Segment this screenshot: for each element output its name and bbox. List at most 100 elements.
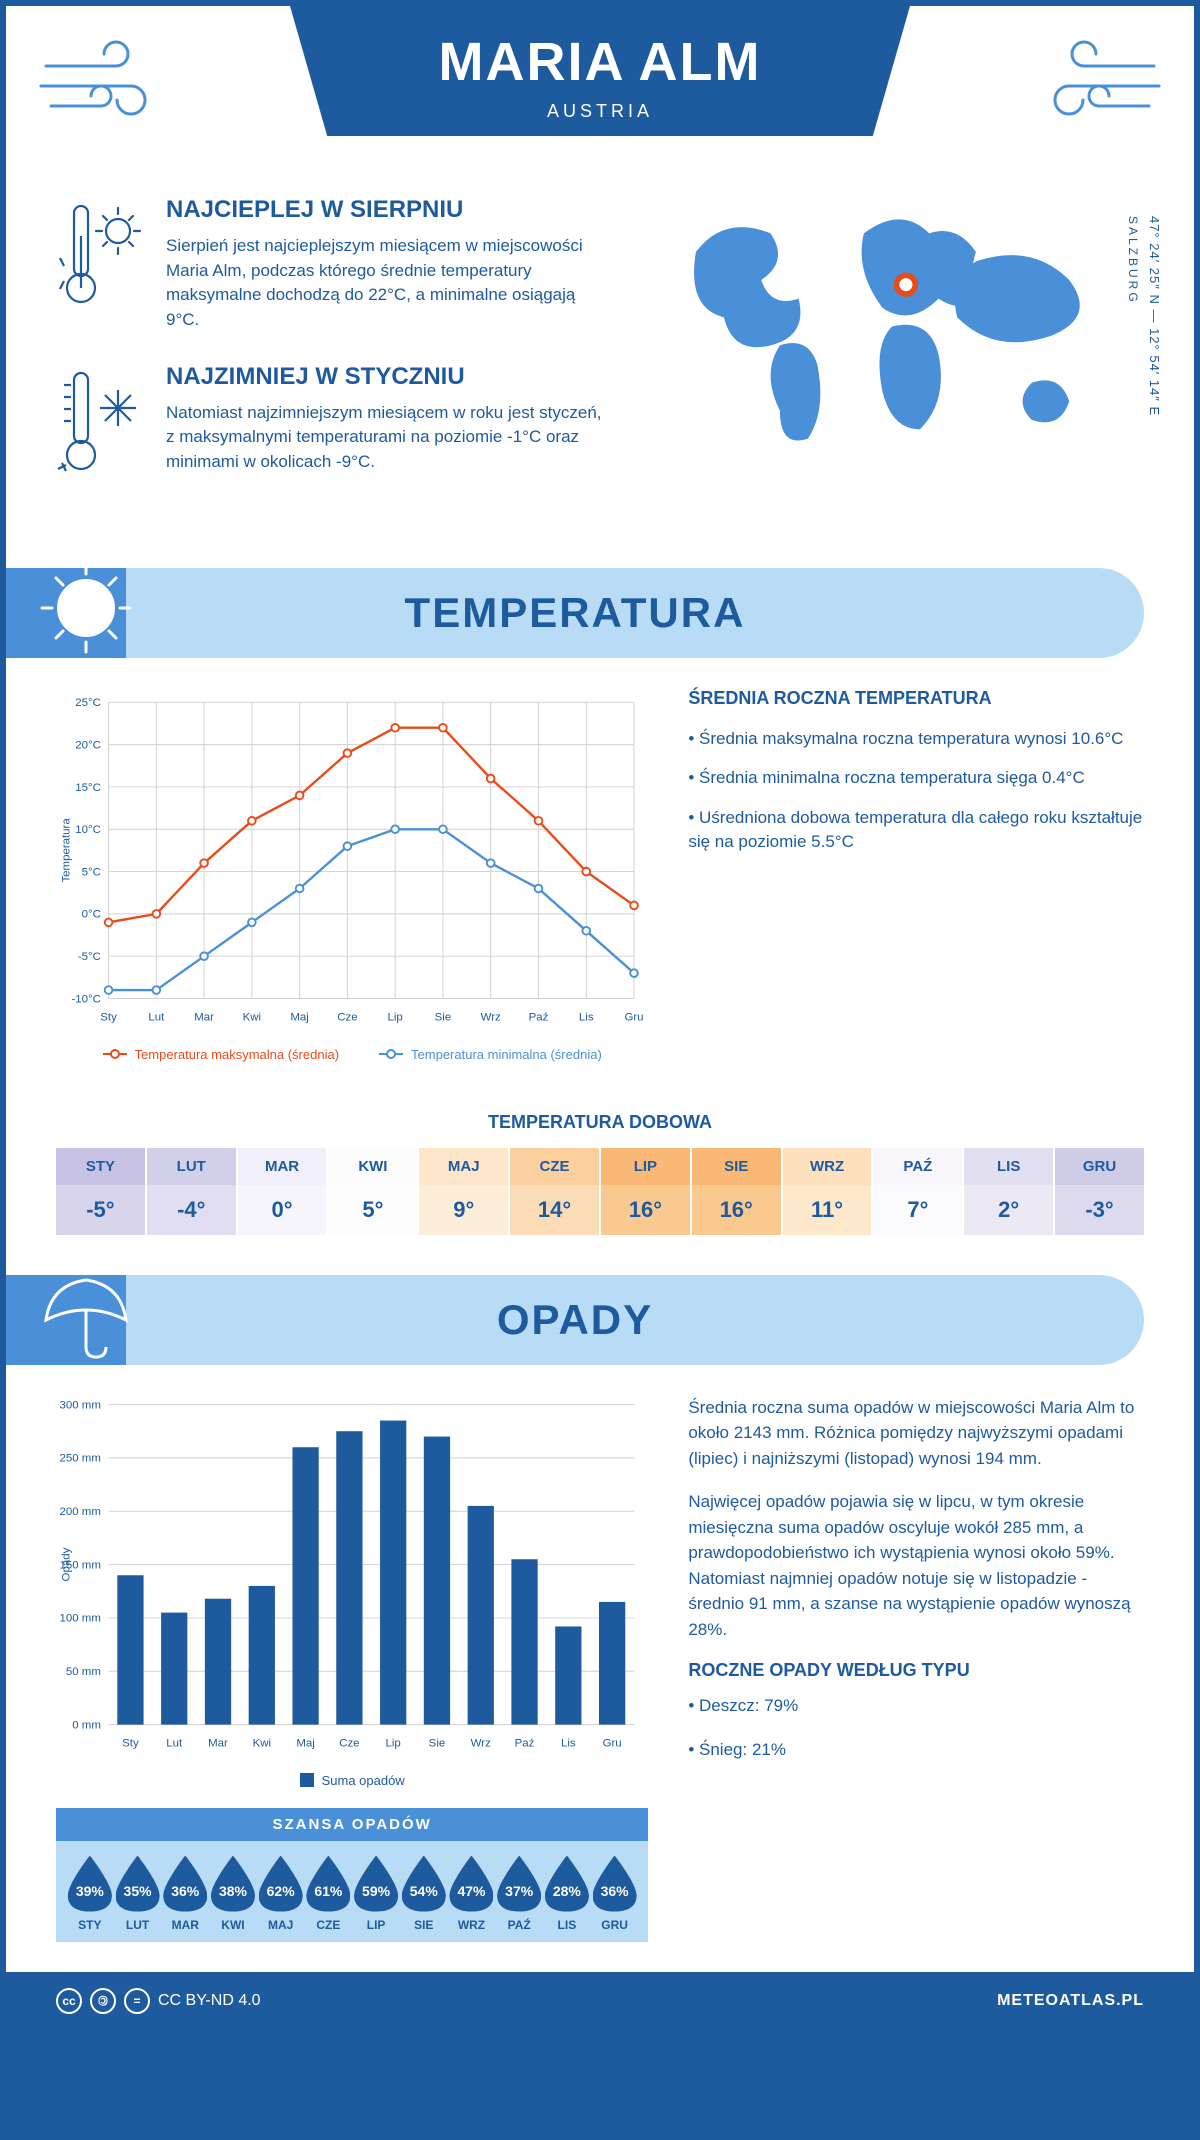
- svg-text:Sty: Sty: [100, 1011, 117, 1023]
- svg-text:Paź: Paź: [529, 1011, 549, 1023]
- svg-text:Gru: Gru: [624, 1011, 643, 1023]
- svg-text:Gru: Gru: [603, 1737, 622, 1749]
- svg-text:-5°C: -5°C: [78, 951, 101, 963]
- thermometer-snow-icon: [56, 363, 146, 488]
- svg-text:Cze: Cze: [337, 1011, 357, 1023]
- warmest-block: NAJCIEPLEJ W SIERPNIU Sierpień jest najc…: [56, 196, 610, 333]
- svg-text:Kwi: Kwi: [243, 1011, 261, 1023]
- svg-text:15°C: 15°C: [75, 781, 101, 793]
- coldest-block: NAJZIMNIEJ W STYCZNIU Natomiast najzimni…: [56, 363, 610, 488]
- title-banner: MARIA ALM AUSTRIA: [290, 6, 910, 136]
- legend-min: Temperatura minimalna (średnia): [379, 1047, 602, 1062]
- warmest-text: Sierpień jest najcieplejszym miesiącem w…: [166, 234, 610, 333]
- temperature-header: TEMPERATURA: [6, 568, 1144, 658]
- sun-icon: [36, 558, 136, 658]
- location-country: AUSTRIA: [290, 101, 910, 122]
- coords-label: 47° 24′ 25″ N — 12° 54′ 14″ E: [1147, 216, 1162, 416]
- precip-section-title: OPADY: [6, 1296, 1144, 1344]
- thermometer-sun-icon: [56, 196, 146, 333]
- svg-text:Sty: Sty: [122, 1737, 139, 1749]
- daily-cell: LIP 16°: [601, 1148, 692, 1235]
- svg-text:Mar: Mar: [208, 1737, 228, 1749]
- location-marker: [897, 275, 916, 294]
- precip-text: Średnia roczna suma opadów w miejscowośc…: [688, 1395, 1144, 1942]
- precip-header: OPADY: [6, 1275, 1144, 1365]
- legend-max: Temperatura maksymalna (średnia): [103, 1047, 339, 1062]
- temperature-chart: -10°C -5°C 0°C 5°C 10°C 15°C 20°C 25°C Sty Lut Mar…: [56, 688, 648, 1062]
- svg-text:Opady: Opady: [60, 1547, 72, 1581]
- chance-drop: 47% WRZ: [448, 1856, 496, 1932]
- license: cc🄯= CC BY-ND 4.0: [56, 1988, 261, 2014]
- chance-drop: 36% GRU: [591, 1856, 639, 1932]
- footer: cc🄯= CC BY-ND 4.0 METEOATLAS.PL: [6, 1972, 1194, 2030]
- daily-cell: MAR 0°: [238, 1148, 329, 1235]
- coldest-text: Natomiast najzimniejszym miesiącem w rok…: [166, 401, 610, 475]
- avg-temp-text: ŚREDNIA ROCZNA TEMPERATURA • Średnia mak…: [688, 688, 1144, 1062]
- svg-text:10°C: 10°C: [75, 824, 101, 836]
- svg-text:20°C: 20°C: [75, 739, 101, 751]
- chance-drop: 36% MAR: [161, 1856, 209, 1932]
- daily-cell: SIE 16°: [692, 1148, 783, 1235]
- svg-text:Mar: Mar: [194, 1011, 214, 1023]
- location-title: MARIA ALM: [290, 31, 910, 93]
- svg-text:Maj: Maj: [290, 1011, 308, 1023]
- chance-drop: 62% MAJ: [257, 1856, 305, 1932]
- wind-icon: [1014, 36, 1164, 126]
- svg-text:Wrz: Wrz: [471, 1737, 491, 1749]
- svg-text:Lip: Lip: [388, 1011, 403, 1023]
- svg-text:Wrz: Wrz: [481, 1011, 501, 1023]
- daily-cell: LUT -4°: [147, 1148, 238, 1235]
- svg-text:25°C: 25°C: [75, 697, 101, 709]
- legend-precip: Suma opadów: [300, 1773, 405, 1788]
- svg-text:-10°C: -10°C: [72, 993, 101, 1005]
- precip-chart: 0 mm50 mm100 mm150 mm200 mm250 mm300 mmS…: [56, 1395, 648, 1942]
- region-label: SALZBURG: [1126, 216, 1140, 305]
- svg-text:Lip: Lip: [386, 1737, 401, 1749]
- svg-text:100 mm: 100 mm: [60, 1612, 101, 1624]
- svg-text:200 mm: 200 mm: [60, 1506, 101, 1518]
- svg-text:Lut: Lut: [148, 1011, 165, 1023]
- daily-cell: MAJ 9°: [419, 1148, 510, 1235]
- svg-text:0 mm: 0 mm: [72, 1719, 101, 1731]
- chance-drop: 37% PAŹ: [495, 1856, 543, 1932]
- svg-text:250 mm: 250 mm: [60, 1452, 101, 1464]
- svg-text:Lut: Lut: [166, 1737, 183, 1749]
- svg-text:Paź: Paź: [515, 1737, 535, 1749]
- daily-cell: CZE 14°: [510, 1148, 601, 1235]
- world-map: [640, 196, 1144, 476]
- temp-section-title: TEMPERATURA: [6, 589, 1144, 637]
- daily-temp-table: STY -5° LUT -4° MAR 0° KWI 5° MAJ 9° CZE…: [56, 1148, 1144, 1235]
- svg-text:0°C: 0°C: [82, 908, 101, 920]
- svg-text:300 mm: 300 mm: [60, 1399, 101, 1411]
- svg-text:5°C: 5°C: [82, 866, 101, 878]
- svg-text:Maj: Maj: [296, 1737, 314, 1749]
- chance-panel: SZANSA OPADÓW 39% STY 35% LUT 36% MAR 38…: [56, 1808, 648, 1942]
- chance-drop: 39% STY: [66, 1856, 114, 1932]
- svg-text:Sie: Sie: [435, 1011, 452, 1023]
- chance-drop: 38% KWI: [209, 1856, 257, 1932]
- header: MARIA ALM AUSTRIA: [6, 6, 1194, 176]
- chance-drop: 35% LUT: [114, 1856, 162, 1932]
- daily-cell: LIS 2°: [964, 1148, 1055, 1235]
- svg-text:Lis: Lis: [561, 1737, 576, 1749]
- chance-drop: 61% CZE: [305, 1856, 353, 1932]
- daily-cell: STY -5°: [56, 1148, 147, 1235]
- chance-drop: 28% LIS: [543, 1856, 591, 1932]
- svg-text:Temperatura: Temperatura: [60, 817, 72, 882]
- umbrella-icon: [36, 1265, 136, 1365]
- svg-text:50 mm: 50 mm: [66, 1666, 101, 1678]
- svg-text:Cze: Cze: [339, 1737, 359, 1749]
- daily-cell: WRZ 11°: [783, 1148, 874, 1235]
- warmest-title: NAJCIEPLEJ W SIERPNIU: [166, 196, 610, 224]
- chance-drop: 59% LIP: [352, 1856, 400, 1932]
- svg-text:Lis: Lis: [579, 1011, 594, 1023]
- chance-drop: 54% SIE: [400, 1856, 448, 1932]
- svg-text:Kwi: Kwi: [253, 1737, 271, 1749]
- brand: METEOATLAS.PL: [997, 1992, 1144, 2010]
- coldest-title: NAJZIMNIEJ W STYCZNIU: [166, 363, 610, 391]
- daily-cell: GRU -3°: [1055, 1148, 1144, 1235]
- daily-temp-title: TEMPERATURA DOBOWA: [6, 1112, 1194, 1133]
- daily-cell: KWI 5°: [328, 1148, 419, 1235]
- intro-section: NAJCIEPLEJ W SIERPNIU Sierpień jest najc…: [6, 176, 1194, 558]
- svg-text:Sie: Sie: [429, 1737, 446, 1749]
